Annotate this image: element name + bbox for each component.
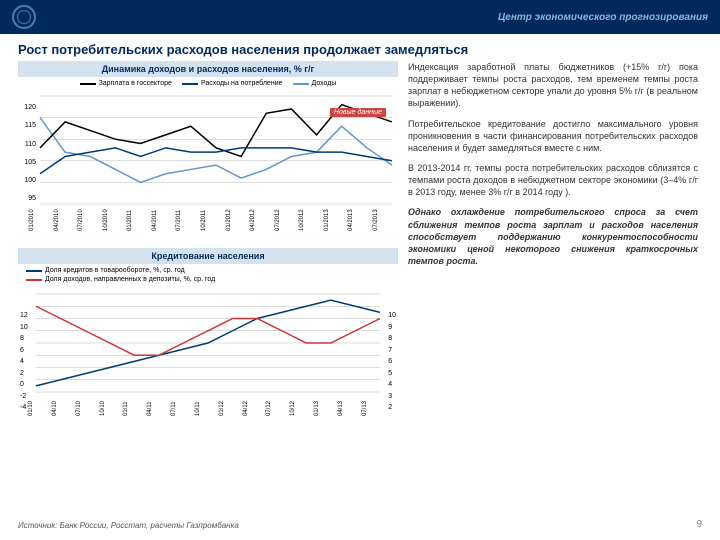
legend-item: Расходы на потребление xyxy=(182,80,283,87)
charts-column: Динамика доходов и расходов населения, %… xyxy=(18,61,398,430)
legend-item: Доходы xyxy=(293,80,337,87)
new-data-badge: Новые данные xyxy=(330,108,386,117)
legend-swatch xyxy=(80,83,96,85)
chart1-plot: Новые данные 12011511010510095 01/201004… xyxy=(18,90,398,242)
content: Динамика доходов и расходов населения, %… xyxy=(0,61,720,430)
chart2-legend: Доля кредитов в товарообороте, %, ср. го… xyxy=(18,264,398,288)
paragraph-emphasis: Однако охлаждение потребительского спрос… xyxy=(408,206,698,267)
legend-swatch xyxy=(182,83,198,85)
legend-item: Доля доходов, направленных в депозиты, %… xyxy=(26,276,390,283)
legend-label: Доля доходов, направленных в депозиты, %… xyxy=(45,276,215,283)
chart2: Кредитование населения Доля кредитов в т… xyxy=(18,248,398,424)
chart2-svg xyxy=(18,288,398,398)
chart1: Динамика доходов и расходов населения, %… xyxy=(18,61,398,242)
paragraph: Потребительское кредитование достигло ма… xyxy=(408,118,698,154)
legend-label: Доля кредитов в товарообороте, %, ср. го… xyxy=(45,267,185,274)
chart1-yaxis: 12011511010510095 xyxy=(18,104,36,214)
legend-swatch xyxy=(26,270,42,272)
header: Центр экономического прогнозирования xyxy=(0,0,720,34)
legend-item: Зарплата в госсекторе xyxy=(80,80,172,87)
chart2-xaxis: 01/1004/1007/1010/1001/1104/1107/1110/11… xyxy=(18,398,398,424)
legend-swatch xyxy=(26,279,42,281)
page-number: 9 xyxy=(696,519,702,530)
legend-item: Доля кредитов в товарообороте, %, ср. го… xyxy=(26,267,390,274)
paragraph: В 2013-2014 гг. темпы роста потребительс… xyxy=(408,162,698,198)
chart2-plot: 121086420-2-4 1098765432 01/1004/1007/10… xyxy=(18,288,398,424)
logo-icon xyxy=(12,5,36,29)
text-column: Индексация заработной платы бюджетников … xyxy=(408,61,698,430)
paragraph: Индексация заработной платы бюджетников … xyxy=(408,61,698,110)
page-title: Рост потребительских расходов населения … xyxy=(0,34,720,61)
org-name: Центр экономического прогнозирования xyxy=(498,12,708,23)
chart2-title: Кредитование населения xyxy=(18,248,398,264)
chart1-xaxis: 01/201004/201007/201010/201001/201104/20… xyxy=(18,210,398,242)
legend-label: Доходы xyxy=(312,80,337,87)
chart2-yaxis-right: 1098765432 xyxy=(388,312,396,416)
chart1-title: Динамика доходов и расходов населения, %… xyxy=(18,61,398,77)
chart1-legend: Зарплата в госсекторе Расходы на потребл… xyxy=(18,77,398,90)
legend-label: Зарплата в госсекторе xyxy=(99,80,172,87)
legend-swatch xyxy=(293,83,309,85)
chart2-yaxis-left: 121086420-2-4 xyxy=(20,312,28,416)
source-text: Источник: Банк России, Росстат, расчеты … xyxy=(18,521,239,530)
legend-label: Расходы на потребление xyxy=(201,80,283,87)
